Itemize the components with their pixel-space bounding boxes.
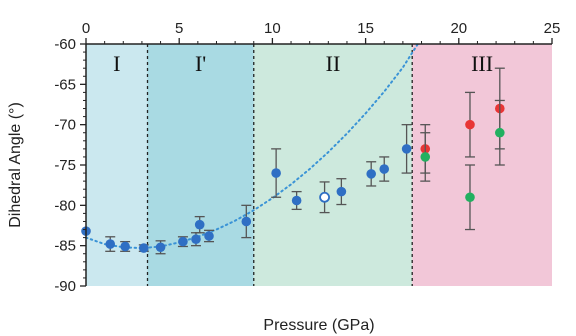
marker [241,216,252,227]
pressure-regions [86,44,552,286]
region-band-1 [86,44,148,286]
data-point [138,243,149,253]
region-band-3 [253,44,413,286]
region-label-1: I [113,51,120,76]
y-tick-label: -70 [54,117,76,134]
marker [138,243,149,253]
data-point [190,232,201,247]
marker [291,195,302,206]
data-point [319,181,330,214]
marker [178,236,188,247]
data-point [464,91,475,158]
marker [495,127,505,138]
y-axis-title: Dihedral Angle (°) [7,102,24,228]
marker [191,234,201,245]
data-point [120,240,131,252]
data-point [336,178,347,206]
data-point [366,161,377,187]
y-tick-label: -80 [54,197,76,214]
data-point [194,215,205,234]
marker-open [319,191,330,203]
region-label-4: III [471,51,493,76]
x-tick-label: 15 [357,20,374,37]
marker [379,164,390,174]
data-point [241,204,252,239]
marker [420,152,431,162]
region-boundaries [146,44,413,286]
marker [155,242,166,253]
axis-ticks [80,38,553,287]
data-point [155,240,166,255]
data-point [291,190,302,211]
marker [401,144,412,154]
region-label-3: II [326,51,341,76]
x-tick-label: 20 [450,20,467,37]
data-point [401,124,412,174]
data-point [420,132,431,182]
marker [194,219,205,230]
y-tick-label: -60 [54,36,76,53]
marker [105,239,116,249]
y-tick-label: -65 [54,76,76,93]
data-point [105,236,116,252]
y-tick-label: -90 [54,278,76,295]
x-tick-label: 25 [544,20,561,37]
data-point [494,99,505,166]
region-band-4 [412,44,552,286]
tick-labels: 0 5 10 15 20 25 -60 -65 -70 -75 -80 -85 -90 [54,20,560,295]
y-tick-label: -75 [54,157,76,174]
x-axis-title: Pressure (GPa) [263,317,374,334]
data-point [464,164,475,231]
marker [465,192,475,203]
data-point [379,156,390,182]
x-tick-label: 5 [175,20,183,37]
marker [366,169,376,179]
marker [204,231,214,241]
region-labels: I I' II III [113,51,493,76]
marker [271,168,281,178]
data-point [177,236,188,248]
marker [120,241,130,252]
marker [465,119,475,130]
data-point [271,148,282,198]
marker [336,186,347,197]
region-label-2: I' [195,51,206,76]
x-tick-label: 10 [264,20,281,37]
y-tick-label: -85 [54,238,76,255]
data-point [204,229,215,243]
x-tick-label: 0 [82,20,90,37]
